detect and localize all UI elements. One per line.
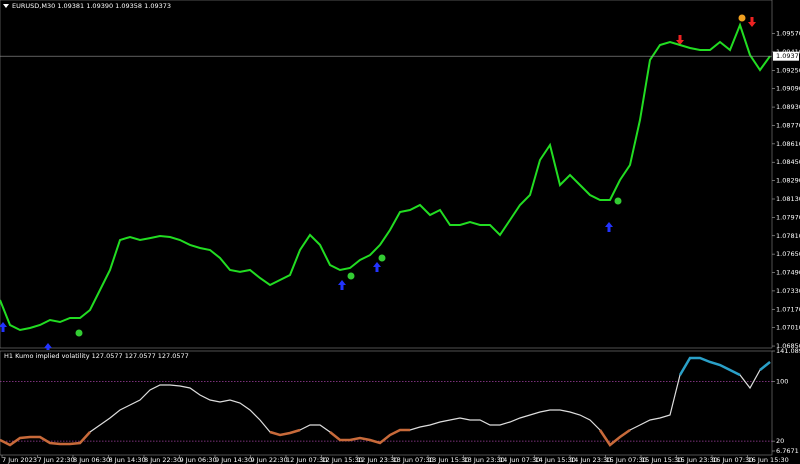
last-price-label: 1.09373 [776, 52, 800, 60]
y-tick-label: 1.09570 [776, 30, 800, 38]
y-tick-label: 1.07010 [776, 324, 800, 332]
signals [0, 14, 756, 350]
high-segment [678, 356, 741, 377]
x-tick-label: 7 Jun 22:30 [38, 456, 75, 464]
y-tick-label: 1.06850 [776, 342, 800, 350]
low-segment [0, 431, 91, 447]
chart-title: EURUSD,M30 1.09381 1.09390 1.09358 1.093… [12, 2, 171, 10]
buy-arrow [373, 262, 381, 272]
y-tick-label: 141.0898 [776, 347, 800, 355]
x-tick-label: 15 Jun 07:30 [606, 456, 647, 464]
buy-arrow [338, 280, 346, 290]
low-segment [329, 428, 410, 445]
signal-dot [75, 329, 83, 337]
y-tick-label: 1.08610 [776, 140, 800, 148]
sell-arrow [676, 35, 684, 45]
x-tick-label: 13 Jun 15:30 [428, 456, 469, 464]
low-segment [598, 428, 631, 447]
y-tick-label: 1.08290 [776, 177, 800, 185]
price-panel [0, 0, 773, 349]
x-tick-label: 12 Jun 07:30 [286, 456, 327, 464]
y-tick-label: 1.08130 [776, 195, 800, 203]
x-tick-label: 15 Jun 23:30 [677, 456, 718, 464]
x-tick-label: 8 Jun 14:30 [109, 456, 146, 464]
y-tick-label: 1.07490 [776, 269, 800, 277]
y-tick-label: 1.07810 [776, 232, 800, 240]
x-tick-label: 13 Jun 23:30 [464, 456, 505, 464]
y-tick-label: 1.08930 [776, 103, 800, 111]
signal-dot [738, 14, 746, 22]
y-tick-label: 20 [776, 437, 784, 445]
x-tick-label: 14 Jun 07:30 [499, 456, 540, 464]
sell-arrow [748, 17, 756, 27]
high-segment [759, 361, 771, 371]
signal-dot [378, 254, 386, 262]
series-line [0, 22, 771, 332]
buy-arrow [0, 322, 7, 332]
y-tick-label: 1.07970 [776, 213, 800, 221]
menu-triangle [3, 4, 9, 8]
x-tick-label: 12 Jun 23:30 [357, 456, 398, 464]
buy-arrow [605, 222, 613, 232]
buy-arrow [44, 343, 52, 350]
y-tick-label: 1.07170 [776, 305, 800, 313]
y-tick-label: 1.07330 [776, 287, 800, 295]
low-segment [269, 428, 301, 437]
signal-dot [614, 197, 622, 205]
x-tick-label: 9 Jun 14:30 [215, 456, 252, 464]
y-tick-label: 1.08770 [776, 121, 800, 129]
y-tick-label: 100 [776, 378, 788, 386]
y-tick-label: 1.08450 [776, 158, 800, 166]
indicator-title: H1 Kumo implied volatility 127.0577 127.… [4, 352, 189, 360]
y-tick-label: 6.7671 [776, 447, 799, 455]
y-tick-label: 1.09250 [776, 66, 800, 74]
x-tick-label: 14 Jun 15:30 [535, 456, 576, 464]
x-tick-label: 9 Jun 22:30 [251, 456, 288, 464]
y-tick-label: 1.07650 [776, 250, 800, 258]
x-tick-label: 14 Jun 23:30 [570, 456, 611, 464]
x-tick-label: 15 Jun 15:30 [641, 456, 682, 464]
x-tick-label: 9 Jun 06:30 [180, 456, 217, 464]
x-tick-label: 12 Jun 15:30 [322, 456, 363, 464]
x-tick-label: 16 Jun 07:30 [712, 456, 753, 464]
x-tick-label: 16 Jun 15:30 [748, 456, 789, 464]
last-price-box [773, 51, 799, 61]
x-tick-label: 8 Jun 06:30 [73, 456, 110, 464]
y-tick-label: 1.09090 [776, 85, 800, 93]
x-tick-label: 7 Jun 2023 [2, 456, 37, 464]
x-tick-label: 8 Jun 22:30 [144, 456, 181, 464]
signal-dot [347, 272, 355, 280]
x-tick-label: 13 Jun 07:30 [393, 456, 434, 464]
